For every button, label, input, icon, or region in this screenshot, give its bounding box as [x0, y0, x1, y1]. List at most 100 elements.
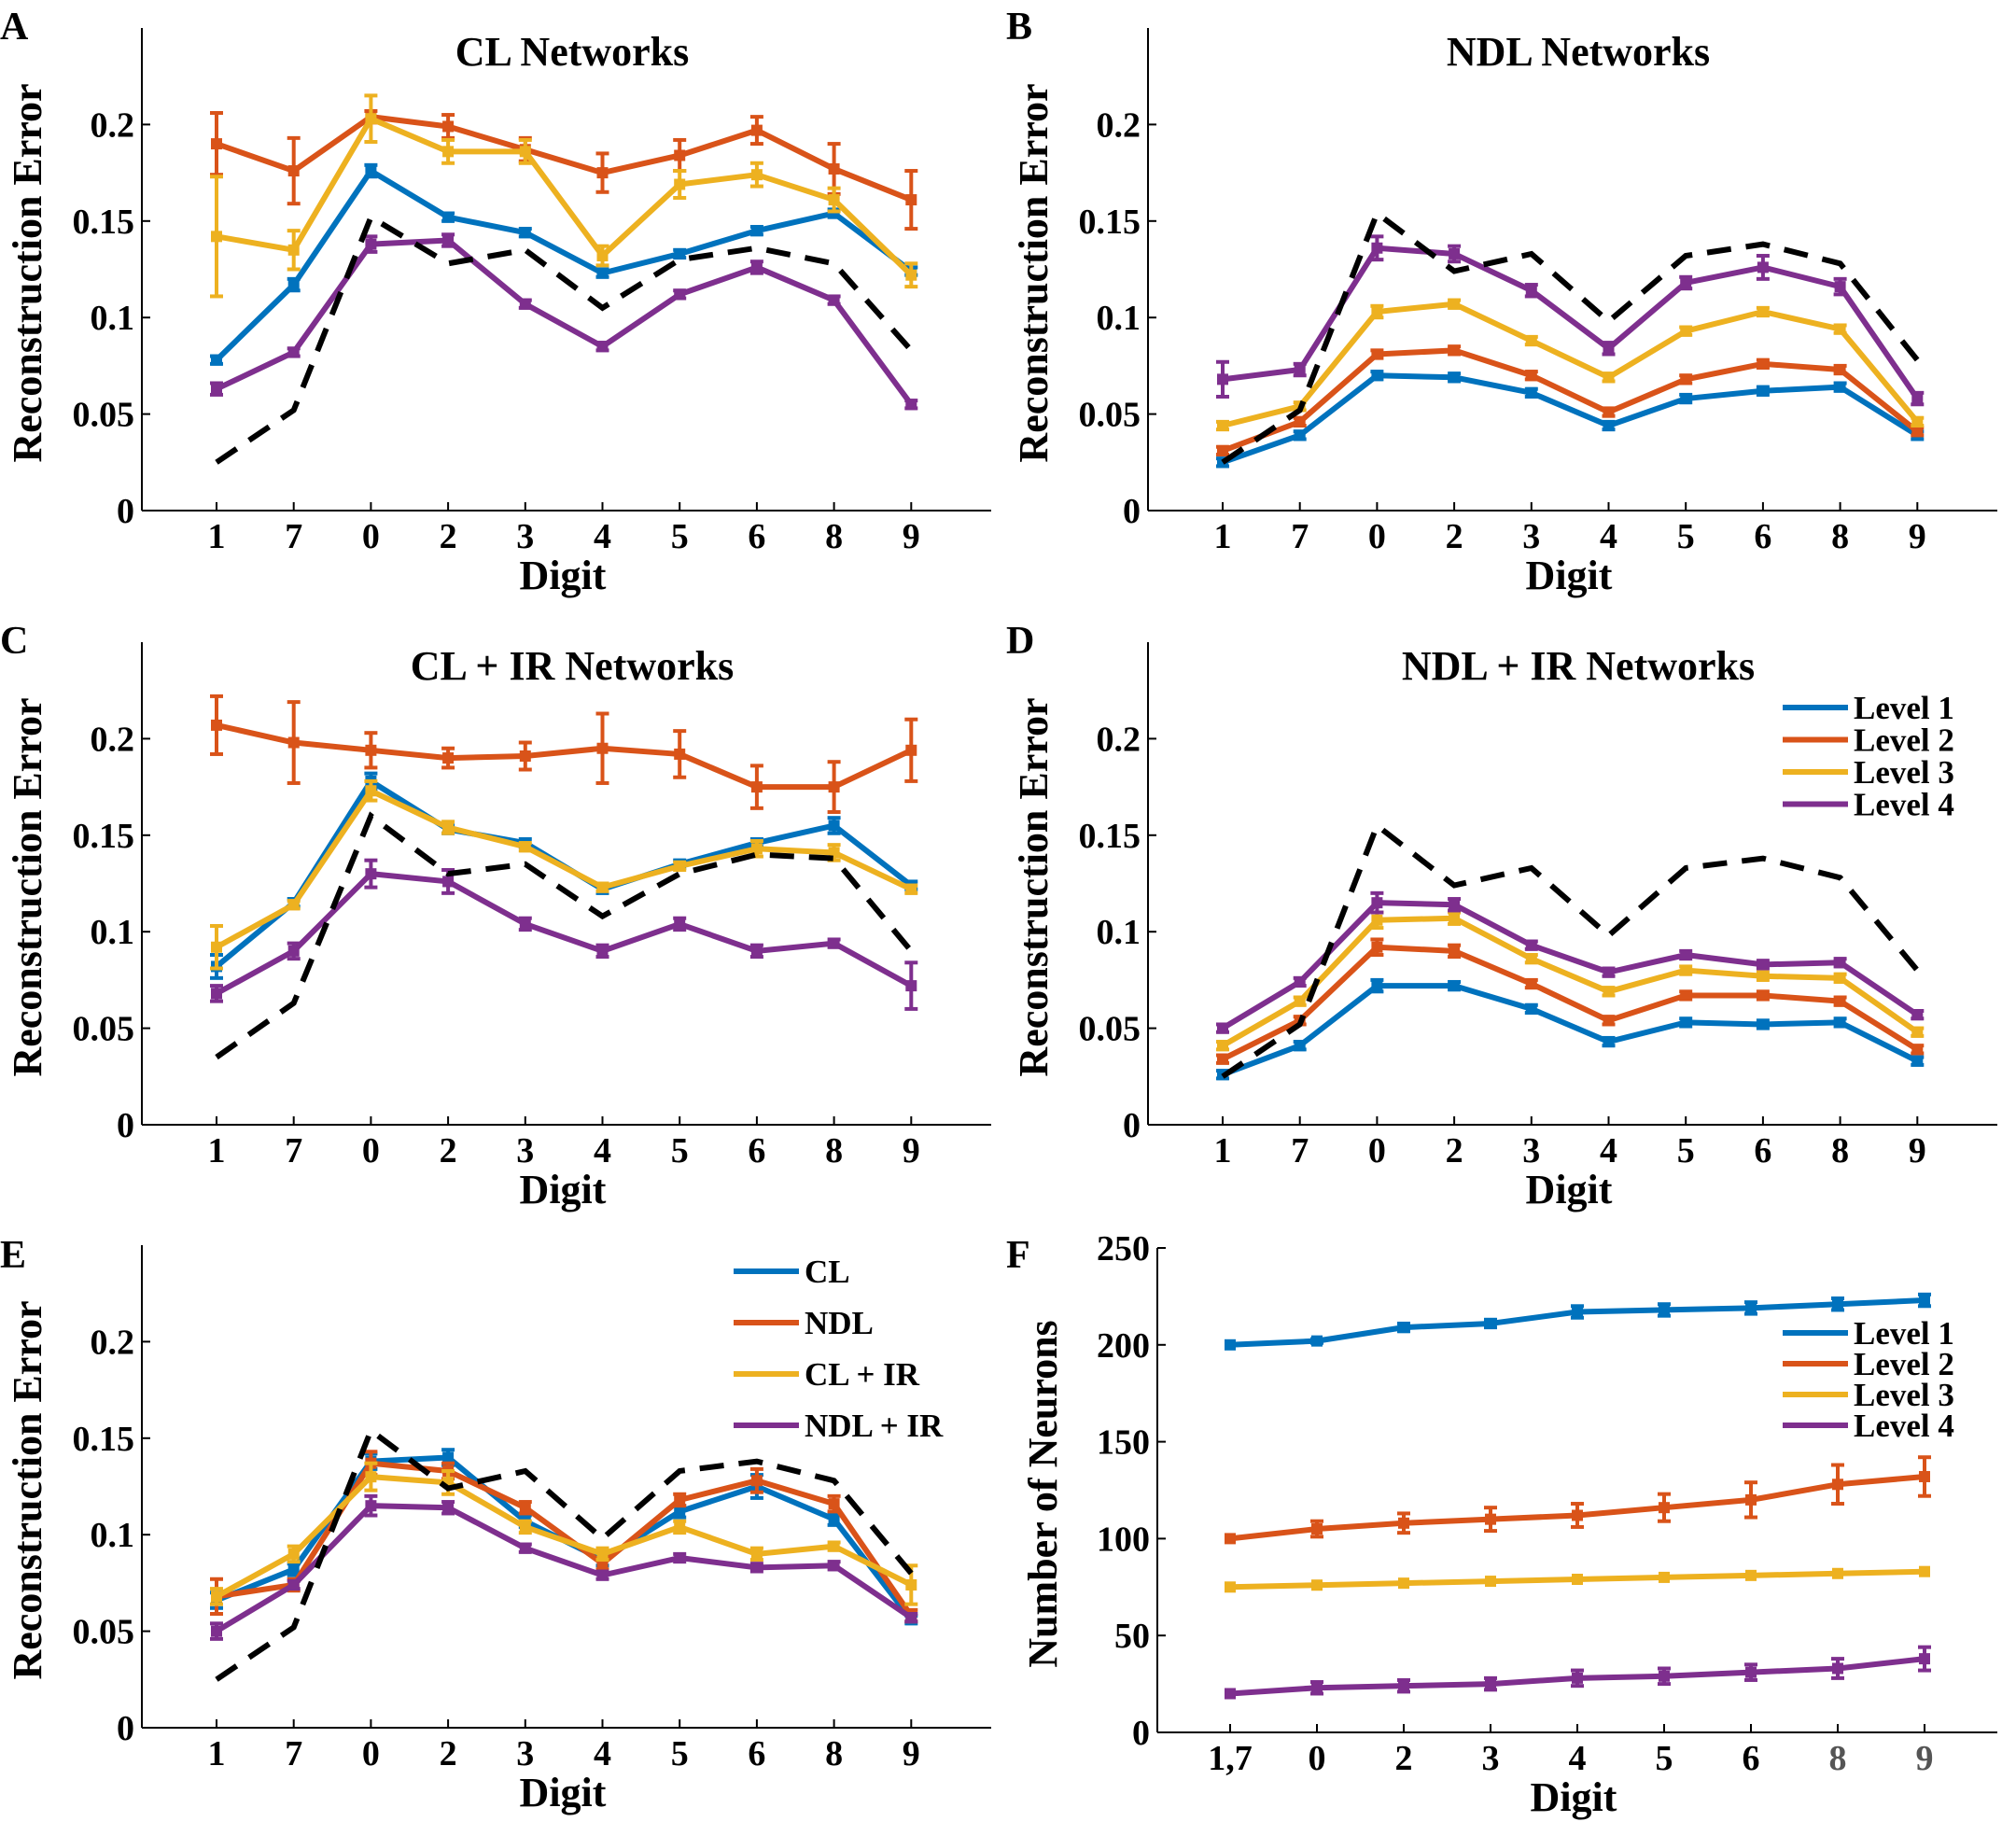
data-point [287, 899, 300, 911]
series-level-3 [1216, 298, 1925, 432]
y-tick-label: 0.05 [73, 396, 135, 435]
data-point [1680, 949, 1692, 961]
y-tick-label: 200 [1097, 1326, 1150, 1366]
x-tick-label: 9 [903, 517, 920, 556]
data-point [674, 1506, 686, 1518]
data-point [674, 918, 686, 930]
data-point [365, 1500, 377, 1512]
y-tick-label: 0 [117, 492, 134, 531]
x-axis-label: Digit [1531, 1774, 1617, 1820]
data-point [211, 988, 222, 1000]
panel-b: B NDL Networks 0 0.05 0.1 0.15 0.2 1 7 0 2 3 4 5 6 8 9 Di… [1006, 6, 1997, 598]
y-tick-label: 0 [1123, 1106, 1141, 1145]
series-level-4 [210, 858, 918, 1011]
series-ndl-ir [210, 1493, 918, 1641]
series-level-2 [1225, 1455, 1931, 1545]
data-point [1398, 1322, 1409, 1334]
data-point [442, 752, 455, 764]
y-tick-label: 0.05 [1079, 1010, 1141, 1049]
x-tick-label: 9 [903, 1734, 920, 1773]
data-point [1217, 444, 1228, 456]
panel-d: D NDL + IR Networks 0 0.05 0.1 0.15 0.2 1 7 0 2 3 4 5… [1006, 620, 1997, 1212]
series-level-4 [1225, 1645, 1931, 1700]
data-point [1603, 406, 1615, 418]
data-point [1745, 1666, 1757, 1678]
data-point [1603, 966, 1615, 978]
panel-c: C CL + IR Networks 0 0.05 0.1 0.15 0.2 1 7 0 2 3 4 5 6… [0, 620, 991, 1212]
data-point [828, 162, 840, 175]
legend-label: CL + IR [805, 1356, 920, 1393]
data-point [1757, 959, 1769, 971]
data-point [1485, 1317, 1496, 1329]
data-point [905, 1578, 917, 1591]
series-level-1 [1225, 1292, 1931, 1351]
series-level-3 [1216, 910, 1925, 1052]
panel-e: E 0 0.05 0.1 0.15 0.2 1 7 0 2 3 4 5 6 8 9 Digit Reconstru… [0, 1234, 991, 1815]
x-tick-label: 4 [594, 1734, 611, 1773]
y-tick-label: 0 [1132, 1714, 1150, 1753]
y-tick-label: 0 [117, 1106, 134, 1145]
x-tick-label: 9 [1909, 517, 1926, 556]
x-tick-label: 3 [1522, 517, 1540, 556]
data-point [287, 279, 300, 291]
data-point [1832, 1298, 1843, 1310]
x-tick-label: 7 [285, 1734, 302, 1773]
x-tick-label: 1 [208, 1131, 226, 1170]
legend-label: Level 1 [1854, 1315, 1954, 1352]
data-point [1371, 348, 1383, 360]
data-point [1911, 1055, 1924, 1067]
series-level-4 [1216, 234, 1925, 407]
data-point [1757, 357, 1769, 370]
data-point [596, 167, 609, 179]
data-point [211, 1625, 222, 1637]
x-tick-label: 1,7 [1208, 1739, 1253, 1778]
legend-label: Level 3 [1854, 1377, 1954, 1413]
data-point [442, 1502, 455, 1514]
y-tick-label: 0.2 [91, 1323, 135, 1362]
data-point [211, 1591, 222, 1603]
data-point [596, 267, 609, 279]
chart-title: CL + IR Networks [411, 643, 735, 689]
y-tick-label: 0.1 [91, 1516, 135, 1555]
x-tick-label: 6 [1754, 1131, 1771, 1170]
data-point [1525, 370, 1537, 382]
data-point [1919, 1295, 1930, 1307]
data-point [1371, 242, 1383, 254]
x-tick-label: 5 [671, 517, 689, 556]
data-point [905, 194, 917, 206]
data-point [905, 980, 917, 992]
data-point [1603, 343, 1615, 355]
x-tick-label: 0 [362, 1734, 380, 1773]
x-tick-label: 0 [1368, 517, 1386, 556]
x-tick-label: 5 [1677, 517, 1695, 556]
x-tick-label: 0 [362, 517, 380, 556]
x-tick-label: 3 [1522, 1131, 1540, 1170]
dashed-reference-line [215, 213, 914, 465]
series-level-2 [210, 694, 918, 814]
y-tick-label: 150 [1097, 1423, 1150, 1463]
legend-label: Level 4 [1854, 1408, 1954, 1444]
data-point [1659, 1571, 1670, 1583]
data-point [1911, 415, 1924, 427]
data-point [596, 1548, 609, 1560]
data-point [1680, 276, 1692, 288]
data-point [1911, 1044, 1924, 1056]
x-axis-label: Digit [520, 553, 607, 598]
data-point [1525, 1002, 1537, 1015]
data-point [750, 781, 763, 793]
data-point [1371, 305, 1383, 317]
panel-f: F 0 50 100 150 200 250 1,7 0 2 3 4 5 6 8 9 Digit Number o… [1006, 1229, 1997, 1820]
y-tick-label: 0.15 [1079, 817, 1141, 856]
data-point [596, 1569, 609, 1581]
data-point [1525, 386, 1537, 399]
data-point [365, 238, 377, 250]
y-tick-label: 0.2 [1097, 105, 1141, 145]
x-tick-label: 2 [1395, 1739, 1413, 1778]
x-tick-label: 8 [825, 1734, 843, 1773]
data-point [1919, 1565, 1930, 1577]
series-line [215, 1474, 913, 1600]
data-point [905, 269, 917, 281]
